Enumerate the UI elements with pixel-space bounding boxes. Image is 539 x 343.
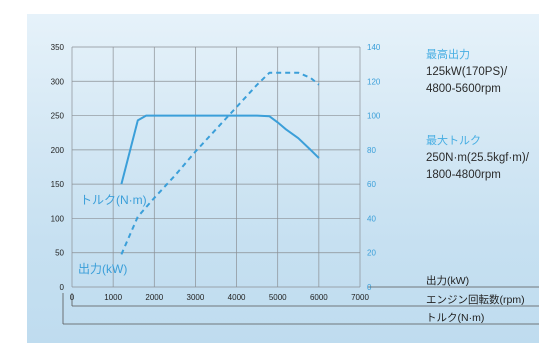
x-tick-label: 5000 xyxy=(269,293,287,302)
legend-label-torque: トルク(N·m) xyxy=(426,312,484,324)
legend-label-rpm: エンジン回転数(rpm) xyxy=(426,293,525,306)
x-tick-label: 4000 xyxy=(228,293,246,302)
max-power-title: 最高出力 xyxy=(426,49,470,61)
chart-background xyxy=(27,14,539,343)
x-tick-label: 7000 xyxy=(351,293,369,302)
torque-curve xyxy=(120,114,320,185)
y-right-tick-label: 0 xyxy=(367,283,372,292)
y-left-tick-label: 50 xyxy=(55,249,64,258)
max-torque-title: 最大トルク xyxy=(426,135,481,147)
x-tick-label: 1000 xyxy=(104,293,122,302)
y-left-tick-label: 300 xyxy=(51,77,65,86)
y-right-tick-label: 100 xyxy=(367,112,381,121)
x-tick-label: 6000 xyxy=(310,293,328,302)
chart-grid xyxy=(71,46,361,288)
y-left-tick-label: 0 xyxy=(60,283,65,292)
axis-ticks: 0100020003000400050006000700005010015020… xyxy=(51,43,381,302)
y-right-tick-label: 40 xyxy=(367,214,376,223)
max-power-rpm: 4800-5600rpm xyxy=(426,83,501,95)
y-left-tick-label: 200 xyxy=(51,146,65,155)
y-left-tick-label: 350 xyxy=(51,43,65,52)
y-right-tick-label: 120 xyxy=(367,77,381,86)
y-right-tick-label: 140 xyxy=(367,43,381,52)
y-left-tick-label: 100 xyxy=(51,214,65,223)
legend-label-power: 出力(kW) xyxy=(426,274,469,287)
max-power-value: 125kW(170PS)/ xyxy=(426,66,508,78)
torque-curve-label: トルク(N·m) xyxy=(80,193,147,207)
y-left-tick-label: 250 xyxy=(51,112,65,121)
y-left-tick-label: 150 xyxy=(51,180,65,189)
y-right-tick-label: 80 xyxy=(367,146,376,155)
y-right-tick-label: 60 xyxy=(367,180,376,189)
power-curve xyxy=(120,71,320,255)
max-torque-rpm: 1800-4800rpm xyxy=(426,169,501,181)
max-torque-value: 250N·m(25.5kgf·m)/ xyxy=(426,152,529,164)
power-curve-label: 出力(kW) xyxy=(78,262,127,276)
y-right-tick-label: 20 xyxy=(367,249,376,258)
curves xyxy=(120,71,320,255)
x-tick-label: 2000 xyxy=(145,293,163,302)
x-tick-label: 3000 xyxy=(187,293,205,302)
axis-legend: 出力(kW) エンジン回転数(rpm) トルク(N·m) xyxy=(62,274,539,325)
